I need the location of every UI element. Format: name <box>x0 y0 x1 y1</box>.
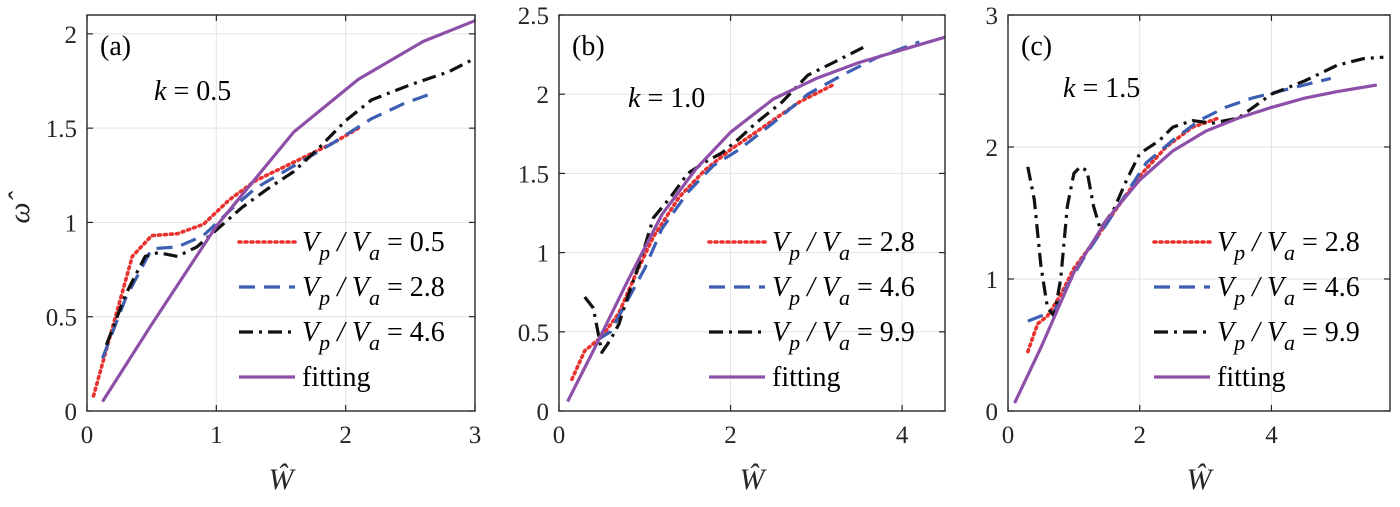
y-tick-label: 2.5 <box>518 3 549 30</box>
y-tick-label: 1 <box>986 267 999 294</box>
x-axis-label: Ŵ <box>269 463 297 496</box>
legend-label-3: Vp / Va = 4.6 <box>302 317 445 355</box>
y-tick-label: 0 <box>537 399 550 426</box>
k-annotation: k = 1.0 <box>628 83 705 114</box>
legend-label-2: Vp / Va = 4.6 <box>1217 272 1360 310</box>
y-tick-label: 3 <box>986 3 999 30</box>
chart-panel-3: 0 2 4 0 1 2 3 Ŵ (c) k = 1.5 Vp / Va = 2.8 Vp / Va =… <box>986 3 1391 496</box>
series-line-4 <box>101 19 475 403</box>
y-tick-label: 0.5 <box>46 305 77 332</box>
y-tick-label: 0 <box>986 399 999 426</box>
axes-frame <box>86 14 476 412</box>
legend-label-1: Vp / Va = 0.5 <box>302 227 445 265</box>
y-axis-label: ω̂ <box>3 190 36 223</box>
x-tick-label: 3 <box>469 422 482 449</box>
y-tick-label: 1 <box>65 210 78 237</box>
k-annotation: k = 1.5 <box>1063 73 1140 104</box>
y-tick-label: 0.5 <box>518 320 549 347</box>
series-line-4 <box>1013 83 1378 404</box>
legend-label-4: fitting <box>1217 362 1285 393</box>
series-line-4 <box>566 35 945 403</box>
x-tick-label: 4 <box>1265 422 1278 449</box>
legend-label-1: Vp / Va = 2.8 <box>772 227 915 265</box>
y-tick-label: 2 <box>986 135 999 162</box>
legend-label-1: Vp / Va = 2.8 <box>1217 227 1360 265</box>
series-line-1 <box>1026 116 1221 354</box>
legend-label-2: Vp / Va = 4.6 <box>772 272 915 310</box>
x-tick-label: 0 <box>553 422 566 449</box>
x-tick-label: 0 <box>81 422 94 449</box>
series-line-3 <box>583 43 869 354</box>
panel-tag: (c) <box>1021 31 1052 62</box>
series-line-1 <box>91 126 361 398</box>
x-tick-label: 4 <box>896 422 909 449</box>
y-tick-label: 2 <box>65 22 78 49</box>
x-axis-label: Ŵ <box>740 463 768 496</box>
y-tick-label: 0 <box>65 399 78 426</box>
legend-label-2: Vp / Va = 2.8 <box>302 272 445 310</box>
k-annotation: k = 0.5 <box>154 76 231 107</box>
y-tick-label: 1 <box>537 241 550 268</box>
x-tick-label: 1 <box>210 422 223 449</box>
y-tick-label: 1.5 <box>518 161 549 188</box>
legend-label-4: fitting <box>772 362 840 393</box>
x-tick-label: 2 <box>339 422 352 449</box>
y-tick-label: 1.5 <box>46 116 77 143</box>
panel-tag: (b) <box>572 31 605 62</box>
legend-label-4: fitting <box>302 362 370 393</box>
x-tick-label: 2 <box>1133 422 1146 449</box>
panel-tag: (a) <box>100 31 131 62</box>
y-tick-label: 2 <box>537 82 550 109</box>
series-line-2 <box>1027 76 1332 323</box>
chart-panel-2: 0 2 4 0 0.5 1 1.5 2 2.5 Ŵ (b) k = 1.0 Vp / Va = 2.8 V… <box>518 3 946 496</box>
x-tick-label: 2 <box>724 422 737 449</box>
x-axis-label: Ŵ <box>1187 463 1215 496</box>
legend-label-3: Vp / Va = 9.9 <box>1217 317 1360 355</box>
chart-panel-1: 0 1 2 3 0 0.5 1 1.5 2 Ŵω̂ (a) k = 0.5 Vp / Va = 0.5 V… <box>3 14 482 496</box>
legend-label-3: Vp / Va = 9.9 <box>772 317 915 355</box>
axes-frame <box>1007 14 1391 412</box>
axes-frame <box>558 14 946 412</box>
x-tick-label: 0 <box>1002 422 1015 449</box>
